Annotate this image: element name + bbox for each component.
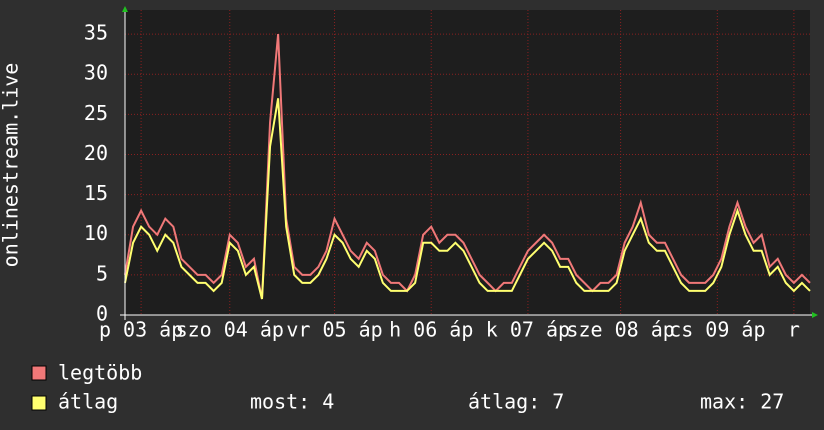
x-tick-label: sze 08 áp [566,318,674,342]
y-arrow [122,6,128,12]
y-tick-label: 20 [84,141,108,165]
series-line [124,98,811,300]
x-tick-label: p 03 áp [99,318,183,342]
stat: most: 4 [250,390,334,414]
y-tick-label: 5 [96,261,108,285]
x-tick-label: szo 04 áp [176,318,284,342]
x-tick-label: cs 09 áp [669,318,765,342]
x-tick-label: r [788,318,800,342]
x-tick-label: vr 05 áp [286,318,382,342]
legend-swatch [31,365,47,381]
stat: max: 27 [700,390,784,414]
x-tick-label: k 07 áp [486,318,570,342]
y-tick-label: 10 [84,221,108,245]
y-tick-label: 30 [84,61,108,85]
y-tick-label: 35 [84,21,108,45]
legend-label: legtöbb [58,361,142,385]
y-tick-label: 25 [84,101,108,125]
y-tick-label: 15 [84,181,108,205]
y-axis-label: onlinestream.live [0,63,23,268]
y-tick-label: 0 [96,302,108,326]
x-tick-label: h 06 áp [389,318,473,342]
x-arrow [812,312,818,318]
legend-swatch [31,395,47,411]
stat: átlag: 7 [468,390,564,414]
plot-area [125,10,810,315]
legend-label: átlag [58,390,118,414]
series-line [124,33,811,300]
